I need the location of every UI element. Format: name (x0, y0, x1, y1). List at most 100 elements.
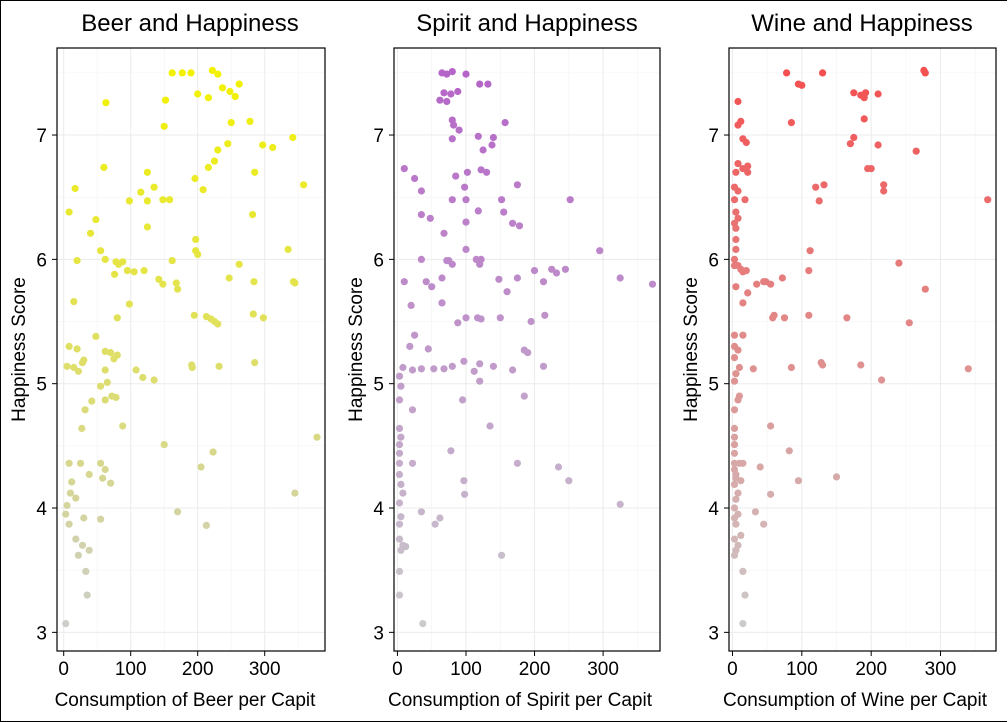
data-point (259, 141, 267, 149)
data-point (62, 510, 70, 518)
data-point (395, 372, 404, 380)
data-point (552, 269, 561, 277)
data-point (874, 141, 882, 149)
data-point (737, 117, 745, 125)
data-point (92, 332, 100, 340)
data-point (912, 147, 920, 155)
data-point (860, 94, 868, 102)
data-point (476, 377, 484, 385)
data-point (477, 166, 485, 174)
y-tick-label: 3 (36, 623, 47, 644)
data-point (436, 96, 444, 104)
data-point (73, 257, 81, 265)
data-point (739, 459, 747, 467)
data-point (440, 365, 448, 373)
data-point (86, 229, 95, 237)
y-tick-label: 5 (36, 375, 47, 396)
y-axis-title: Happiness Score (681, 277, 702, 422)
data-point (730, 433, 739, 441)
data-point (269, 143, 277, 152)
data-point (730, 535, 739, 543)
data-point (76, 459, 85, 467)
data-point (395, 520, 404, 528)
data-point (291, 279, 299, 287)
data-point (289, 133, 297, 142)
data-point (483, 168, 491, 176)
data-point (461, 183, 469, 191)
data-point (739, 620, 747, 628)
data-point (300, 181, 308, 189)
data-point (395, 396, 404, 404)
data-point (452, 172, 460, 180)
data-point (397, 433, 405, 441)
data-point (984, 196, 992, 204)
y-tick-label: 6 (708, 250, 719, 271)
data-point (730, 449, 739, 457)
data-point (756, 463, 764, 471)
y-tick-label: 7 (373, 126, 384, 147)
data-point (448, 196, 456, 204)
data-point (224, 140, 232, 148)
data-point (65, 520, 73, 528)
data-point (732, 520, 740, 528)
data-point (140, 267, 148, 275)
data-point (732, 235, 740, 244)
data-point (440, 89, 448, 97)
y-axis-title: Happiness Score (346, 277, 367, 422)
data-point (524, 349, 532, 357)
data-point (80, 514, 88, 522)
data-point (161, 96, 170, 104)
data-point (101, 255, 109, 263)
data-point (732, 208, 740, 216)
data-point (539, 278, 548, 286)
data-point (734, 541, 742, 549)
x-axis-title: Consumption of Beer per Capit (55, 690, 317, 711)
data-point (508, 366, 517, 374)
data-point (732, 283, 740, 291)
data-point (448, 68, 456, 76)
x-tick-label: 200 (182, 659, 214, 680)
data-point (408, 366, 417, 374)
data-point (753, 280, 761, 288)
data-point (440, 229, 448, 237)
data-point (477, 315, 485, 323)
data-point (65, 208, 73, 216)
y-tick-label: 3 (708, 623, 719, 644)
data-point (395, 424, 404, 432)
data-point (794, 477, 803, 485)
data-point (470, 367, 478, 375)
data-point (139, 373, 147, 382)
data-point (132, 366, 140, 374)
data-point (447, 90, 455, 98)
data-point (730, 465, 739, 474)
data-point (426, 214, 434, 222)
data-point (895, 259, 903, 267)
x-tick-label: 100 (450, 659, 482, 680)
data-point (462, 314, 470, 322)
data-point (80, 356, 88, 364)
data-point (462, 245, 470, 253)
data-point (767, 280, 775, 288)
data-point (489, 133, 497, 142)
data-point (111, 270, 119, 278)
data-point (874, 90, 882, 98)
data-point (479, 146, 487, 154)
data-point (399, 489, 407, 497)
data-point (438, 299, 446, 307)
data-point (732, 245, 740, 253)
data-point (730, 441, 739, 449)
data-point (397, 480, 405, 488)
data-point (730, 342, 739, 350)
data-point (191, 174, 199, 183)
data-point (732, 168, 740, 176)
data-point (284, 245, 292, 253)
data-point (436, 514, 444, 522)
data-point (85, 470, 93, 479)
data-point (400, 165, 408, 173)
data-point (62, 620, 70, 628)
data-point (97, 247, 105, 255)
data-point (112, 393, 120, 401)
data-point (428, 283, 436, 291)
data-point (85, 546, 93, 554)
data-point (65, 342, 73, 350)
